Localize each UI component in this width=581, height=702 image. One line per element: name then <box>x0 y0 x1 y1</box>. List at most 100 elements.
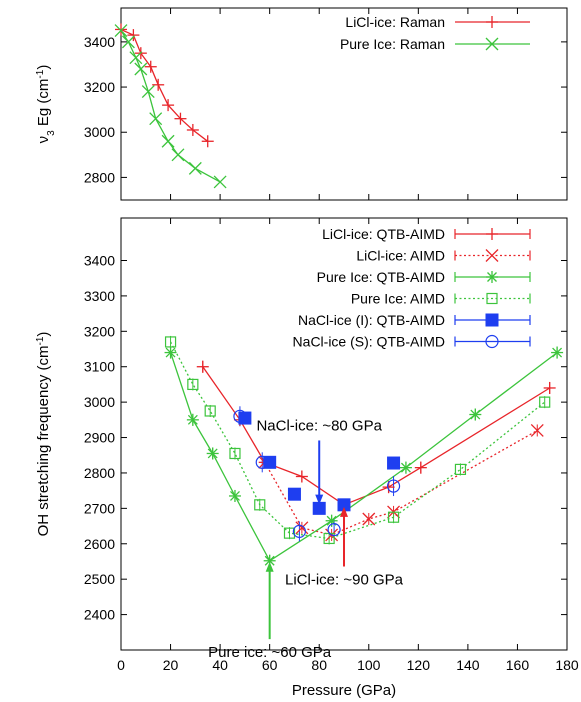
bottom-legend-label-0: LiCl-ice: QTB-AIMD <box>322 226 445 242</box>
bottom-x-tick-label-5: 100 <box>357 657 381 673</box>
bottom-series-2-line <box>169 352 558 562</box>
top-series-1-point-9-b <box>213 175 227 189</box>
top-legend-marker-1-b <box>485 37 499 51</box>
bottom-series-markers <box>164 336 564 567</box>
bottom-series-2-point-3-b <box>230 491 240 501</box>
top-legend-marker-1 <box>485 37 499 51</box>
bottom-series-3-point-5 <box>283 527 296 539</box>
bottom-y-tick-label-2: 2600 <box>84 536 115 552</box>
top-series-1-point-2 <box>129 51 143 65</box>
top-series-1-point-7-b <box>171 148 185 162</box>
x-axis-label: Pressure (GPa) <box>292 682 396 699</box>
bottom-y-tick-label-0: 2400 <box>84 607 115 623</box>
bottom-x-tick-label-3: 60 <box>262 657 278 673</box>
bottom-legend-marker-5 <box>485 334 499 349</box>
bottom-series-3-point-3 <box>229 447 241 460</box>
bottom-series-5-point-0 <box>233 409 247 423</box>
top-panel: 2800 3000 3200 3400 LiCl-ice: Raman Pure Ice… <box>35 7 568 201</box>
bottom-x-tick-label-6: 120 <box>407 657 431 673</box>
bottom-series-5-point-1 <box>255 455 269 469</box>
bottom-series-3-point-9 <box>539 396 551 408</box>
top-legend-label-0: LiCl-ice: Raman <box>345 14 445 30</box>
bottom-series-3-point-2-sq <box>204 405 216 417</box>
bottom-plot-frame <box>120 217 568 651</box>
top-series-0-point-6 <box>174 112 187 125</box>
bottom-series-1-line <box>264 429 538 536</box>
bottom-legend-label-2: Pure Ice: QTB-AIMD <box>317 269 445 285</box>
top-y-axis-label: ν3 Eg (cm-1) <box>35 65 57 144</box>
bottom-legend-label-1: LiCl-ice: AIMD <box>356 248 445 264</box>
top-series-1-point-7 <box>171 148 185 162</box>
top-y-tick-label-3: 3400 <box>84 34 115 50</box>
top-series-1-point-3-b <box>134 62 148 76</box>
bottom-error-bars <box>170 335 558 567</box>
top-series-0-point-3 <box>144 60 157 73</box>
bottom-panel: 2400 2500 2600 2700 2800 2900 3000 3100 3200 3300… <box>35 217 579 699</box>
annotation-1-arrow-head <box>340 506 348 517</box>
bottom-y-tick-label-3: 2700 <box>84 500 115 516</box>
top-series-1-point-3 <box>134 62 148 76</box>
bottom-legend-marker-5-c <box>485 334 499 349</box>
bottom-series-0-point-0 <box>196 360 209 373</box>
bottom-y-tick-label-10: 3400 <box>84 252 115 268</box>
bottom-series-5-point-2-c <box>292 524 306 538</box>
top-series-0-point-8 <box>201 135 214 148</box>
bottom-series-3-line <box>170 341 546 540</box>
bottom-legend-marker-3 <box>486 292 498 305</box>
bottom-series-1-point-3-b <box>362 512 376 526</box>
bottom-series-2-point-7-b <box>470 409 481 420</box>
top-series-1-line <box>120 30 221 183</box>
annotation-2-arrow-head <box>265 561 274 572</box>
bottom-legend-marker-4-sq <box>485 313 499 327</box>
bottom-series-0-point-6 <box>414 461 427 474</box>
bottom-legend-label-4: NaCl-ice (I): QTB-AIMD <box>298 312 445 328</box>
top-series-1-point-1 <box>121 35 135 49</box>
bottom-legend-marker-4 <box>485 313 499 327</box>
bottom-legend-marker-1-b <box>485 249 499 262</box>
bottom-legend-marker-2 <box>486 271 498 283</box>
bottom-series-5-point-4 <box>386 479 401 493</box>
top-series-1-point-9 <box>213 175 227 189</box>
bottom-series-2-point-2-b <box>207 448 218 459</box>
bottom-x-tick-label-7: 140 <box>456 657 480 673</box>
bottom-series-2-point-1 <box>186 413 199 426</box>
top-series-0-point-4 <box>152 78 165 91</box>
bottom-series-2-point-2 <box>206 447 219 460</box>
bottom-axis-ticks: 2400 2500 2600 2700 2800 2900 3000 3100 3200 3300… <box>84 218 579 673</box>
bottom-series-lines <box>169 341 558 562</box>
bottom-series-3-point-9-sq <box>539 396 551 408</box>
top-series-1-point-8-b <box>188 161 202 175</box>
bottom-series-0-point-3 <box>295 470 308 483</box>
bottom-legend: LiCl-ice: QTB-AIMD LiCl-ice: AIMD Pure Ice… <box>293 226 531 350</box>
bottom-annotations: NaCl-ice: ~80 GPa LiCl-ice: ~90 GPa Pure i… <box>208 417 403 661</box>
bottom-series-4-point-5 <box>387 456 401 470</box>
bottom-y-tick-label-7: 3100 <box>84 359 115 375</box>
annotation-2-text: Pure ice: ~60 GPa <box>208 644 332 661</box>
bottom-legend-marker-1 <box>485 249 499 262</box>
bottom-series-3-point-7 <box>387 511 400 523</box>
bottom-series-3-point-1 <box>187 378 199 391</box>
bottom-y-tick-label-8: 3200 <box>84 323 115 339</box>
bottom-series-5-point-0-c <box>233 409 247 423</box>
bottom-series-3-point-4 <box>254 499 266 511</box>
bottom-series-4-point-5-sq <box>387 456 401 470</box>
bottom-series-2-point-4-b <box>264 555 275 566</box>
bottom-series-2-point-5 <box>325 514 338 527</box>
bottom-series-3-point-0-sq <box>164 336 177 348</box>
top-series-1-point-8 <box>188 161 202 175</box>
top-legend: LiCl-ice: Raman Pure Ice: Raman <box>340 14 530 52</box>
bottom-series-3-point-7-sq <box>387 511 400 523</box>
bottom-series-4-point-2 <box>287 487 301 501</box>
bottom-series-3-point-0 <box>164 336 177 348</box>
top-series-1-point-6 <box>161 134 175 148</box>
top-series-1-point-4-b <box>141 85 155 99</box>
bottom-series-1-point-5-b <box>530 423 544 437</box>
bottom-x-tick-label-8: 160 <box>506 657 530 673</box>
bottom-y-tick-label-5: 2900 <box>84 430 115 446</box>
bottom-series-5-point-3-c <box>327 523 341 537</box>
bottom-y-tick-label-1: 2500 <box>84 571 115 587</box>
bottom-y-tick-label-9: 3300 <box>84 288 115 304</box>
top-series-0-point-0 <box>115 23 127 36</box>
top-y-tick-label-0: 2800 <box>84 169 115 185</box>
